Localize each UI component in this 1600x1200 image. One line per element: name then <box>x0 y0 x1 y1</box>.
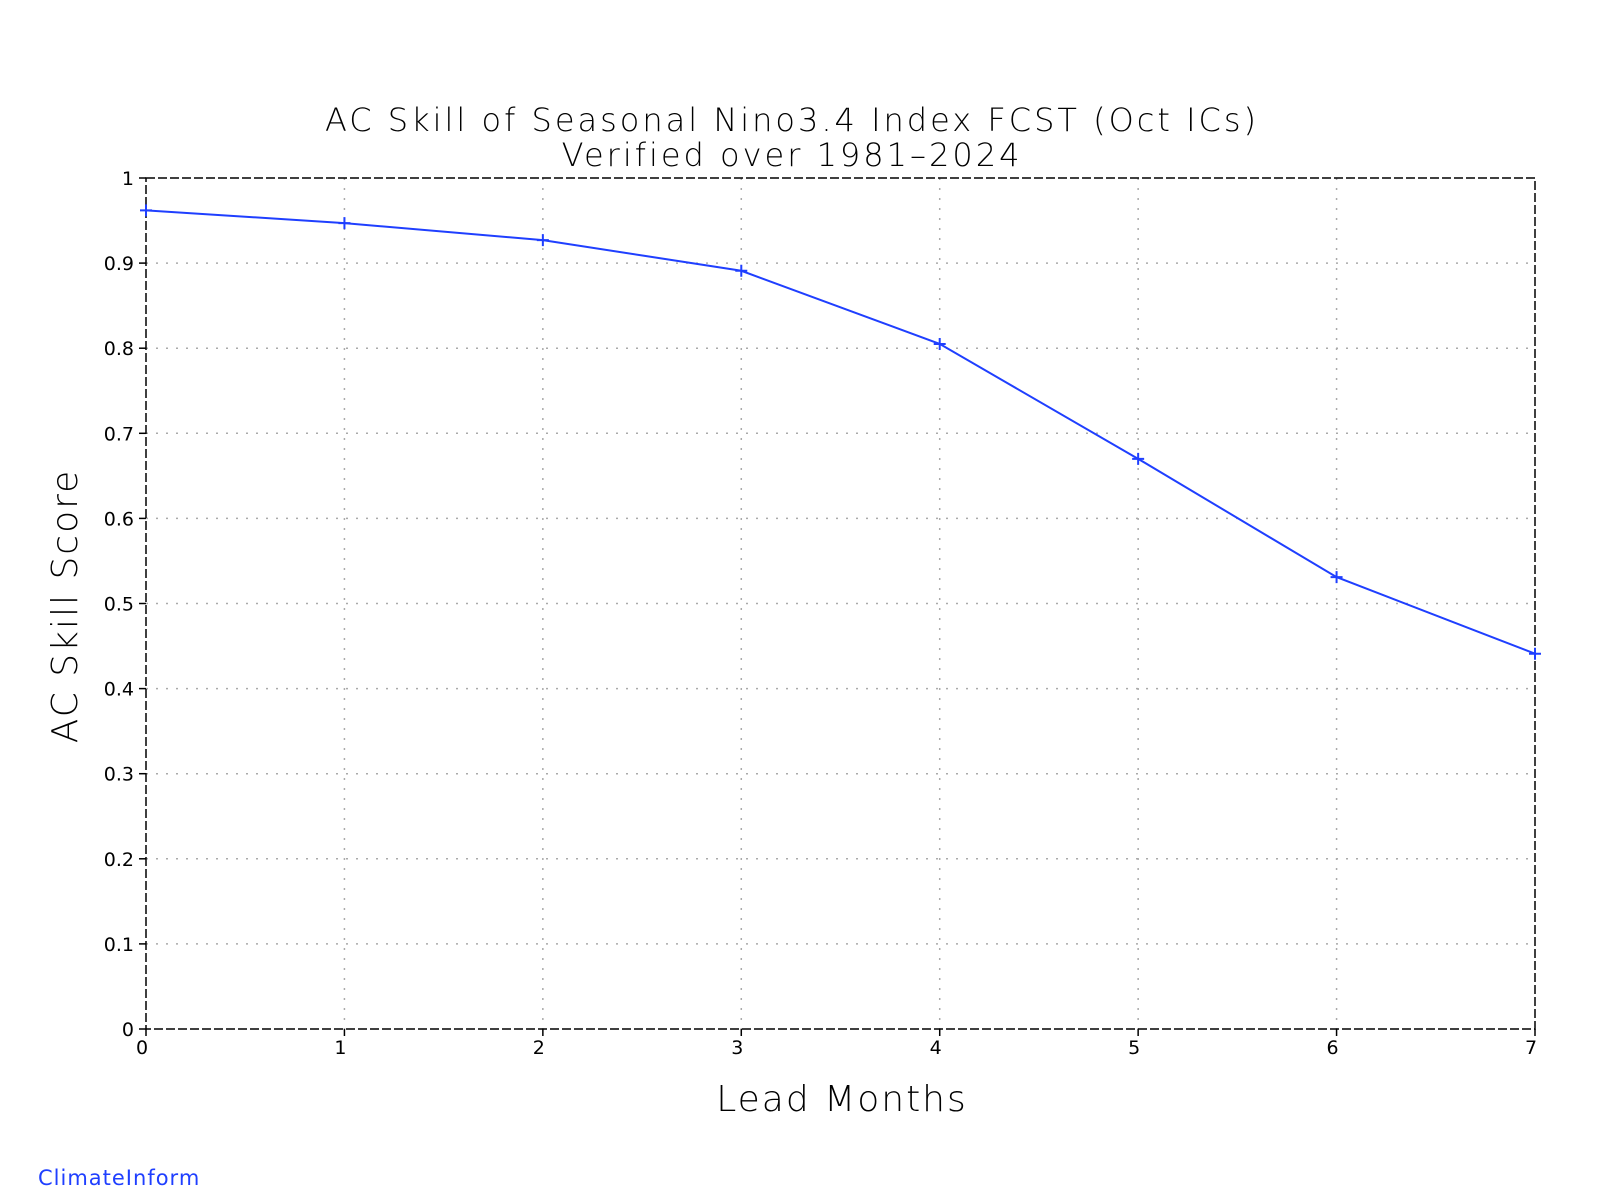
x-tick-label: 0 <box>136 1037 148 1059</box>
chart-subtitle: Verified over 1981–2024 <box>562 136 1023 174</box>
axes: 0 1 2 3 4 5 6 7 0 0.1 0.2 0.3 0.4 0.5 0.6 0.7 0.8 0.9 1 <box>104 168 1537 1059</box>
x-tick-label: 4 <box>930 1037 942 1059</box>
data-point-marker <box>338 217 351 230</box>
y-axis-title: AC Skill Score <box>45 469 86 744</box>
y-tick-label: 0.6 <box>104 508 134 530</box>
x-tick-label: 6 <box>1327 1037 1339 1059</box>
data-point-marker <box>735 264 748 277</box>
y-tick-label: 0.7 <box>104 423 134 445</box>
data-point-marker <box>933 337 946 350</box>
plot-frame <box>145 177 1536 1030</box>
data-point-marker <box>1330 571 1343 584</box>
x-tick-label: 1 <box>334 1037 346 1059</box>
y-tick-label: 0 <box>122 1019 134 1041</box>
series-line <box>145 209 1536 655</box>
y-tick-label: 0.9 <box>104 253 134 275</box>
x-tick-label: 7 <box>1525 1037 1537 1059</box>
data-point-marker <box>140 204 152 217</box>
data-point-marker <box>536 234 549 247</box>
y-tick-label: 0.1 <box>104 934 134 956</box>
y-tick-label: 0.5 <box>104 594 134 616</box>
y-tick-label: 1 <box>122 168 134 190</box>
x-axis-title: Lead Months <box>716 1079 968 1120</box>
chart-title: AC Skill of Seasonal Nino3.4 Index FCST … <box>325 101 1259 139</box>
y-tick-label: 0.4 <box>104 679 134 701</box>
x-tick-label: 5 <box>1128 1037 1140 1059</box>
grid <box>146 178 1535 1029</box>
data-point-marker <box>1529 647 1541 660</box>
data-point-marker <box>1132 452 1145 465</box>
series <box>140 204 1541 660</box>
y-tick-label: 0.8 <box>104 338 134 360</box>
x-tick-label: 3 <box>731 1037 743 1059</box>
x-tick-label: 2 <box>533 1037 545 1059</box>
footer-brand: ClimateInform <box>38 1166 201 1190</box>
y-tick-label: 0.2 <box>104 849 134 871</box>
y-tick-label: 0.3 <box>104 764 134 786</box>
